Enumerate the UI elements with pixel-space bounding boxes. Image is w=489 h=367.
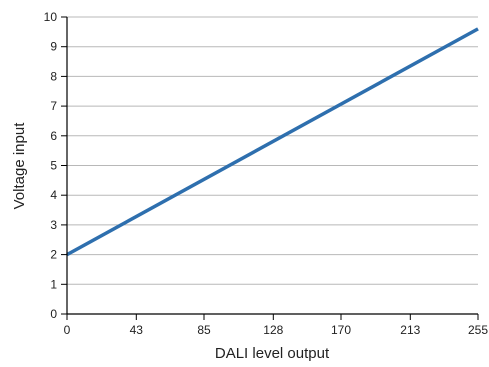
y-tick-label-3: 3 (50, 218, 57, 232)
y-tick-label-8: 8 (50, 69, 57, 83)
y-tick-label-0: 0 (50, 307, 57, 321)
x-tick-labels: 0 43 85 128 170 213 255 (64, 323, 489, 337)
x-tick-label-255: 255 (468, 323, 488, 337)
y-tick-labels: 0 1 2 3 4 5 6 7 8 9 10 (44, 10, 58, 321)
y-tick-label-1: 1 (50, 277, 57, 291)
y-tick-label-6: 6 (50, 129, 57, 143)
series-layer (66, 27, 479, 257)
x-tick-label-0: 0 (64, 323, 71, 337)
axes (66, 17, 478, 315)
y-tick-label-7: 7 (50, 99, 57, 113)
x-tick-label-128: 128 (263, 323, 283, 337)
y-tick-label-10: 10 (44, 10, 58, 24)
x-tick-label-170: 170 (331, 323, 351, 337)
y-tick-label-5: 5 (50, 159, 57, 173)
y-tick-label-9: 9 (50, 40, 57, 54)
y-axis-title: Voltage input (11, 122, 28, 210)
series-line-0 (66, 27, 479, 257)
y-tick-label-2: 2 (50, 248, 57, 262)
grid-lines (67, 16, 478, 285)
x-axis-title: DALI level output (215, 345, 330, 362)
x-tick-label-213: 213 (400, 323, 420, 337)
x-tick-label-43: 43 (130, 323, 144, 337)
x-tick-label-85: 85 (197, 323, 211, 337)
y-tick-label-4: 4 (50, 188, 57, 202)
tick-marks (61, 16, 479, 320)
